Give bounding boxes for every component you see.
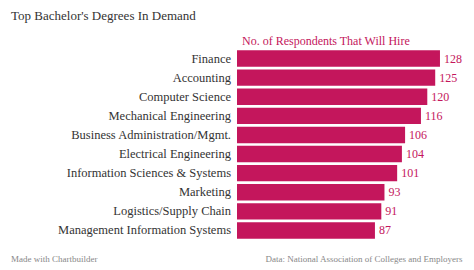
svg-text:Made with Chartbuilder: Made with Chartbuilder [11, 254, 97, 264]
svg-text:101: 101 [401, 166, 419, 180]
svg-text:Mechanical Engineering: Mechanical Engineering [108, 109, 231, 123]
svg-text:Accounting: Accounting [173, 71, 232, 85]
svg-text:Marketing: Marketing [179, 185, 232, 199]
svg-text:Business Administration/Mgmt.: Business Administration/Mgmt. [71, 128, 231, 142]
svg-text:No. of Respondents That Will H: No. of Respondents That Will Hire [242, 34, 410, 48]
svg-text:Data: National Association of: Data: National Association of Colleges a… [266, 254, 463, 264]
svg-text:Management Information Systems: Management Information Systems [58, 223, 231, 237]
svg-text:Finance: Finance [191, 52, 231, 66]
svg-text:106: 106 [409, 128, 427, 142]
svg-text:Information Sciences & Systems: Information Sciences & Systems [67, 166, 231, 180]
svg-text:93: 93 [388, 185, 400, 199]
svg-text:116: 116 [425, 109, 443, 123]
svg-text:Electrical Engineering: Electrical Engineering [119, 147, 232, 161]
svg-text:Logistics/Supply Chain: Logistics/Supply Chain [113, 204, 231, 218]
svg-text:104: 104 [406, 147, 424, 161]
svg-text:128: 128 [444, 52, 462, 66]
svg-text:Top Bachelor's Degrees In Dema: Top Bachelor's Degrees In Demand [11, 8, 196, 23]
svg-text:91: 91 [385, 204, 397, 218]
svg-text:125: 125 [439, 71, 457, 85]
svg-text:120: 120 [431, 90, 449, 104]
svg-text:87: 87 [379, 223, 391, 237]
svg-text:Computer Science: Computer Science [139, 90, 231, 104]
